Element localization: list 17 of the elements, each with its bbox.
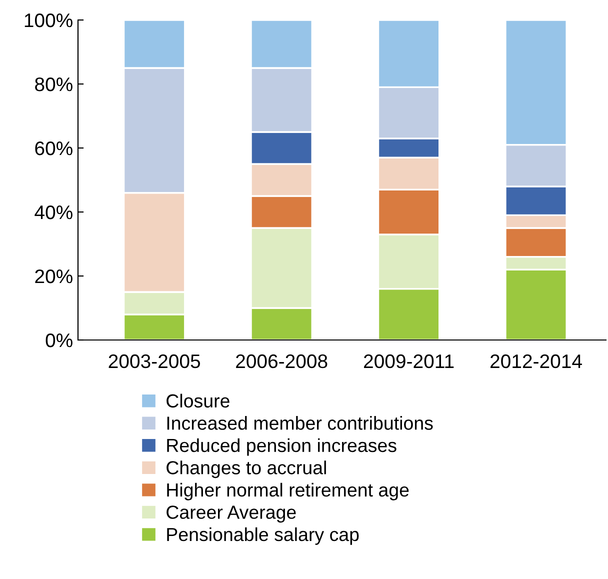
legend-label: Higher normal retirement age <box>167 482 409 500</box>
x-tick-label: 2012-2014 <box>490 354 582 368</box>
legend-label: Increased member contributions <box>167 416 433 430</box>
y-tick-label: 80% <box>35 77 72 92</box>
x-tick-label: 2009-2011 <box>364 354 454 368</box>
y-tick-label: 100% <box>24 13 72 28</box>
y-tick-label: 40% <box>34 205 72 220</box>
legend-label: Pensionable salary cap <box>167 527 359 545</box>
x-tick-label: 2003-2005 <box>108 354 200 368</box>
y-tick-label: 0% <box>46 333 72 348</box>
legend-label: Changes to accrual <box>166 460 326 478</box>
y-tick-label: 60% <box>35 141 72 156</box>
legend-label: Closure <box>166 394 230 408</box>
legend-label: Reduced pension increases <box>167 438 396 456</box>
legend-label: Career Average <box>166 506 296 523</box>
x-tick-label: 2006-2008 <box>236 354 328 368</box>
y-tick-label: 20% <box>35 269 72 284</box>
